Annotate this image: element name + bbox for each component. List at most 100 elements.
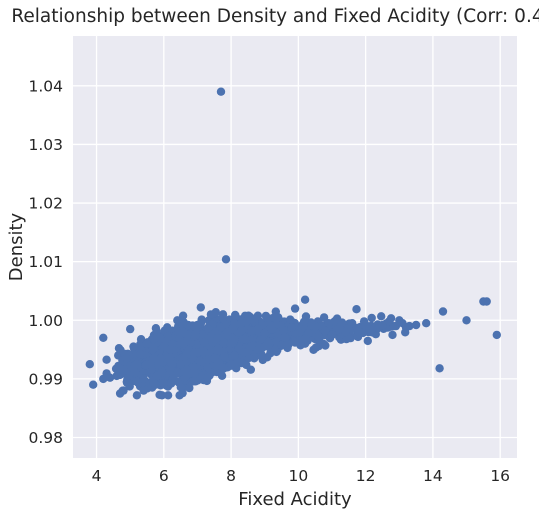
data-point: [270, 345, 279, 354]
data-point: [223, 327, 232, 337]
x-tick-label: 14: [423, 467, 443, 485]
data-point: [422, 319, 431, 328]
data-point: [391, 321, 401, 331]
data-point: [219, 314, 228, 323]
data-point: [119, 386, 128, 395]
data-point: [247, 326, 256, 335]
x-tick-label: 4: [92, 467, 102, 485]
data-point: [116, 345, 125, 355]
data-point: [247, 342, 256, 351]
data-point: [129, 364, 138, 373]
x-tick-label: 12: [356, 467, 376, 485]
data-point: [206, 332, 216, 341]
data-point: [85, 360, 95, 369]
data-point: [136, 350, 145, 359]
data-point: [309, 345, 318, 354]
data-point: [405, 321, 414, 331]
data-point: [263, 342, 273, 351]
data-point: [163, 323, 172, 332]
y-tick-label: 1.04: [28, 77, 63, 95]
x-tick-labels: 4 6 8 10 12 14 16: [92, 467, 510, 485]
data-point: [287, 323, 296, 332]
data-point: [290, 338, 300, 347]
data-point: [193, 348, 202, 357]
data-point: [203, 324, 212, 333]
y-tick-label: 1.00: [28, 312, 63, 330]
data-point: [250, 314, 260, 323]
data-point: [378, 320, 387, 330]
data-point: [237, 326, 246, 335]
data-point: [230, 319, 239, 328]
data-point: [126, 324, 135, 334]
data-point: [183, 330, 192, 340]
data-point: [139, 374, 148, 384]
data-point: [213, 345, 222, 354]
data-point: [284, 340, 293, 350]
x-tick-label: 8: [226, 467, 236, 485]
data-point: [363, 336, 372, 346]
data-point: [411, 320, 421, 330]
data-point: [352, 305, 361, 314]
data-point: [112, 371, 121, 381]
data-point: [435, 364, 444, 373]
data-point: [203, 363, 212, 372]
data-point: [156, 354, 165, 363]
data-point: [157, 391, 167, 400]
data-point: [237, 319, 246, 328]
data-point: [377, 312, 386, 321]
data-point: [334, 324, 343, 334]
data-point: [210, 354, 219, 363]
data-point: [159, 379, 168, 388]
data-point: [148, 345, 157, 354]
data-point: [139, 386, 148, 395]
data-point: [149, 334, 158, 344]
data-point: [240, 334, 249, 344]
data-point: [163, 391, 173, 400]
x-tick-label: 6: [159, 467, 169, 485]
data-point: [179, 367, 189, 376]
data-point: [193, 320, 202, 330]
y-tick-label: 0.98: [28, 429, 63, 447]
data-point: [159, 342, 168, 351]
data-point: [219, 337, 228, 347]
data-point: [226, 339, 236, 348]
data-point: [216, 323, 226, 332]
data-point: [307, 320, 316, 330]
data-point: [341, 327, 350, 337]
data-point: [185, 383, 194, 393]
data-point: [348, 319, 357, 328]
data-point: [220, 352, 229, 361]
data-point: [364, 324, 374, 334]
y-tick-label: 0.99: [28, 370, 63, 388]
data-point: [299, 317, 309, 326]
data-point: [324, 319, 333, 328]
data-point: [482, 297, 491, 306]
data-points: [85, 87, 501, 400]
data-point: [290, 304, 300, 313]
x-tick-label: 16: [490, 467, 510, 485]
data-point: [142, 339, 152, 348]
data-point: [173, 368, 182, 378]
data-point: [132, 377, 142, 386]
data-point: [253, 324, 263, 334]
data-point: [385, 317, 394, 326]
data-point: [253, 345, 263, 354]
data-point: [337, 318, 347, 327]
data-point: [277, 340, 286, 350]
data-point: [189, 363, 199, 372]
data-point: [122, 354, 131, 363]
data-point: [286, 315, 295, 324]
data-point: [176, 383, 185, 392]
x-axis-label: Fixed Acidity: [238, 489, 352, 510]
data-point: [314, 332, 323, 341]
data-point: [279, 326, 288, 335]
data-point: [260, 329, 269, 338]
data-point: [119, 365, 128, 375]
data-point: [243, 316, 253, 325]
data-point: [354, 327, 364, 337]
data-point: [166, 345, 175, 354]
data-point: [89, 380, 98, 389]
data-point: [173, 316, 182, 325]
data-point: [226, 360, 236, 369]
